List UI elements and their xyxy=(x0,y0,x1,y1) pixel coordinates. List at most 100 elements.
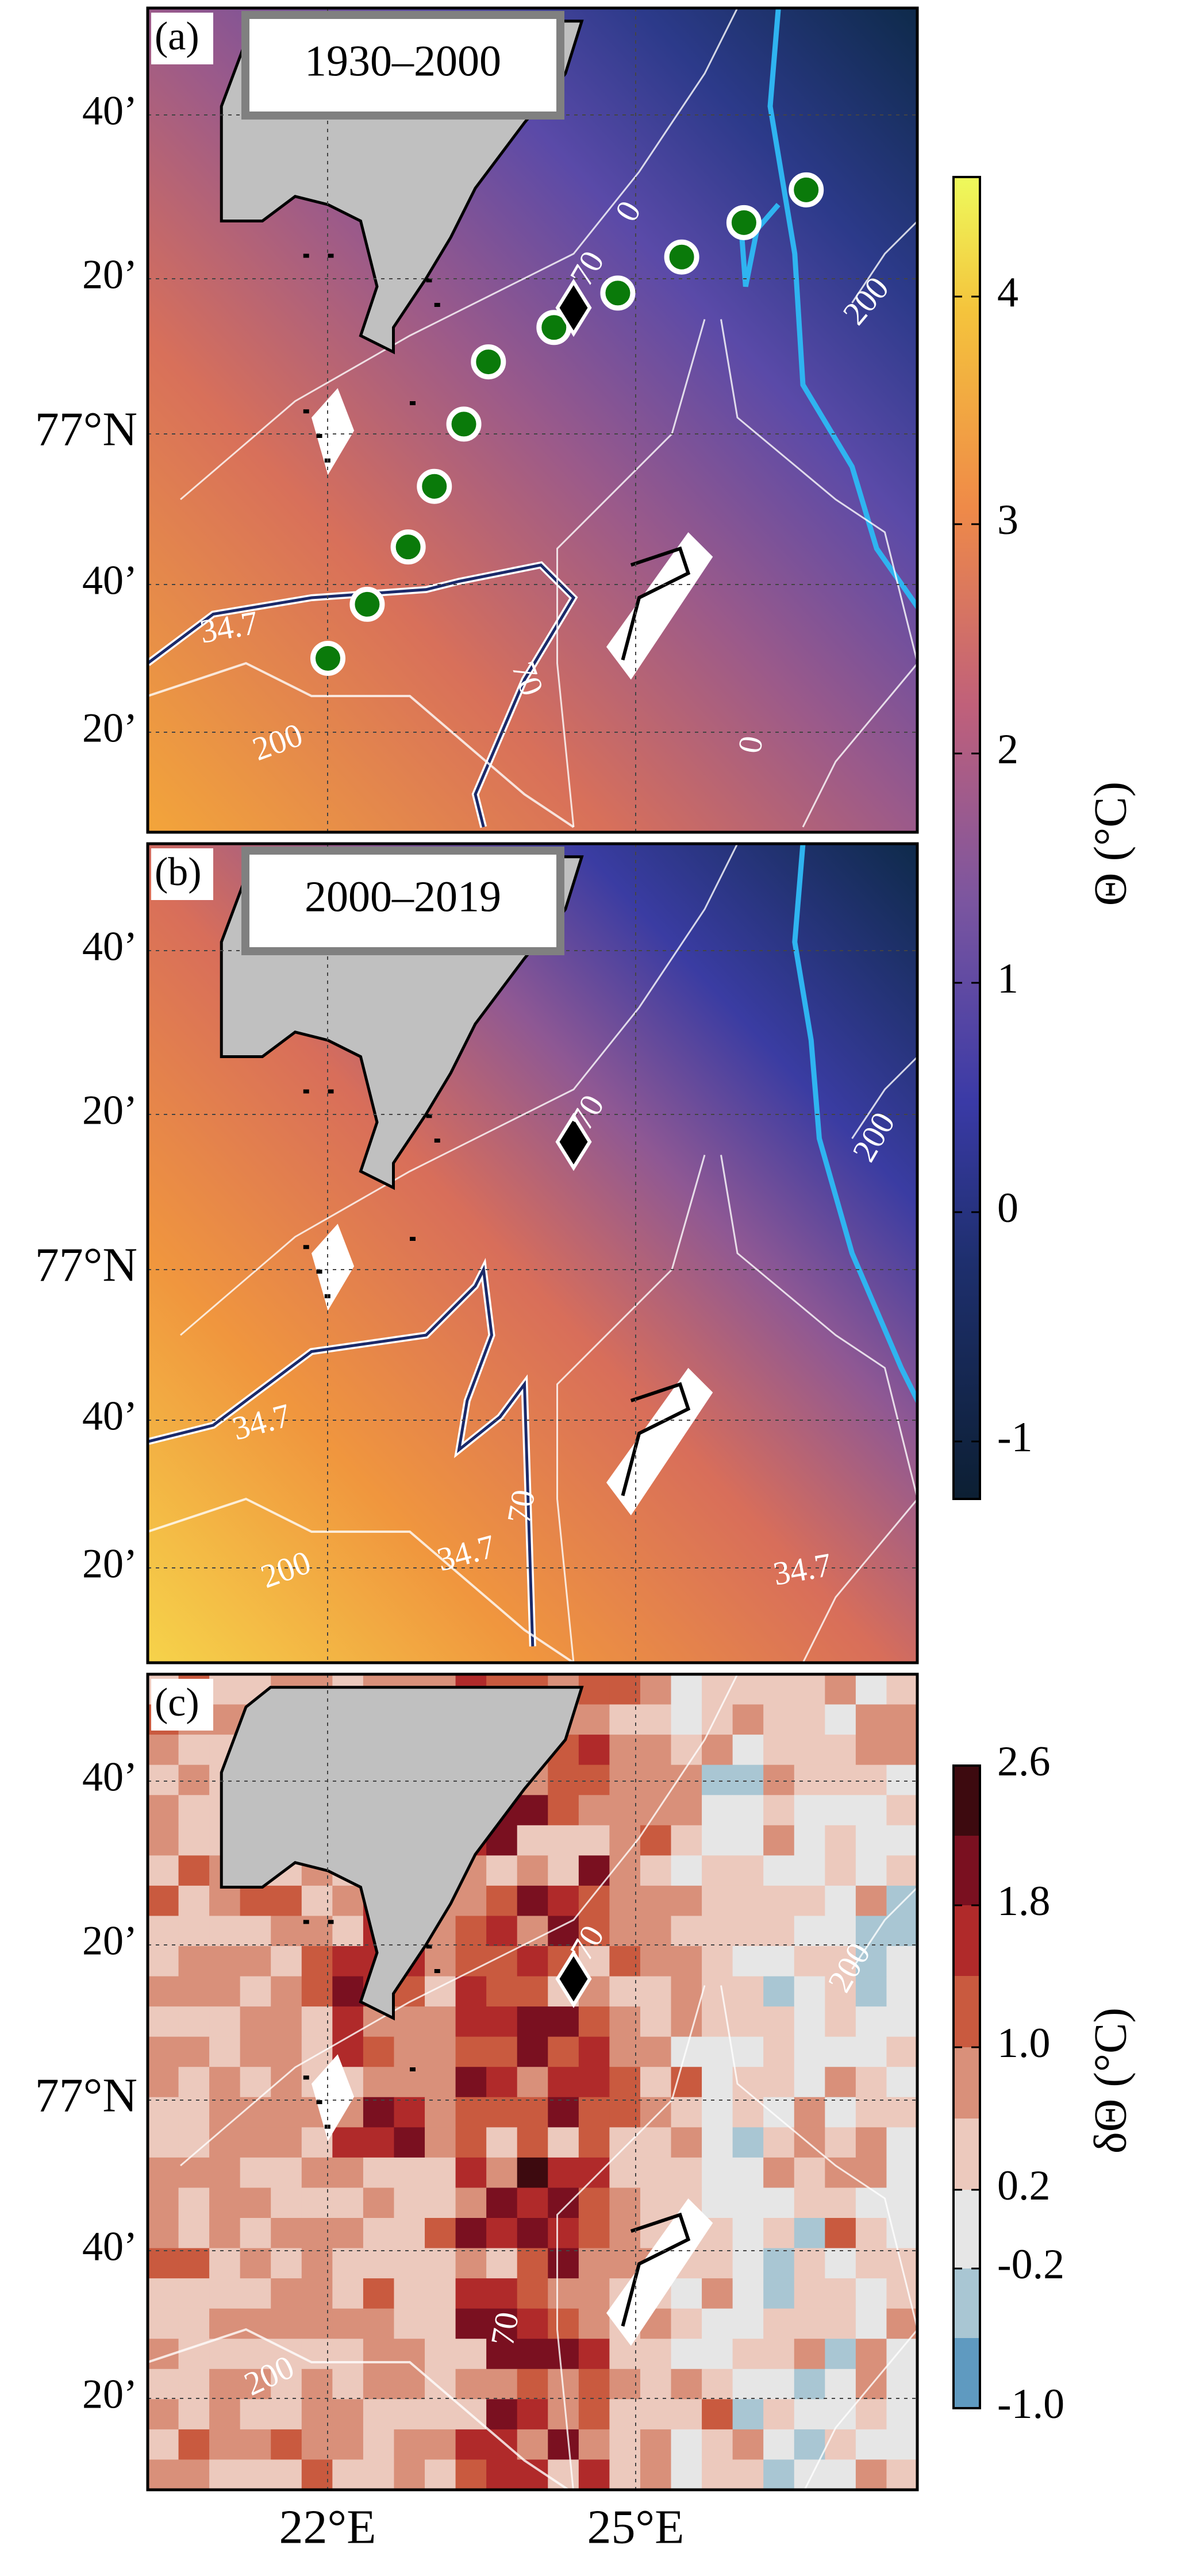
anomaly-cell xyxy=(825,1704,856,1735)
anomaly-cell xyxy=(886,2067,917,2098)
contour-label: 70 xyxy=(499,1487,542,1526)
anomaly-cell xyxy=(671,1704,702,1735)
anomaly-cell xyxy=(455,1885,487,1916)
anomaly-cell xyxy=(332,2278,364,2309)
anomaly-cell xyxy=(825,2036,856,2067)
anomaly-cell xyxy=(148,2308,179,2339)
anomaly-cell xyxy=(517,1885,548,1916)
y-tick-label: 40’ xyxy=(82,924,137,970)
islet xyxy=(434,1969,440,1973)
anomaly-cell xyxy=(148,2278,179,2309)
anomaly-cell xyxy=(886,2006,917,2037)
anomaly-cell xyxy=(702,2308,733,2339)
anomaly-cell xyxy=(640,2097,672,2128)
anomaly-cell xyxy=(271,2006,302,2037)
anomaly-cell xyxy=(209,1916,241,1947)
anomaly-cell xyxy=(548,2097,579,2128)
anomaly-cell xyxy=(640,2459,672,2490)
islet xyxy=(328,253,334,258)
anomaly-cell xyxy=(148,2067,179,2098)
anomaly-cell xyxy=(240,2218,271,2249)
anomaly-cell xyxy=(363,2067,394,2098)
anomaly-cell xyxy=(148,2127,179,2158)
anomaly-cell xyxy=(332,2006,364,2037)
islet xyxy=(303,409,309,414)
anomaly-cell xyxy=(425,2278,456,2309)
colorbar-segment xyxy=(954,2269,980,2338)
anomaly-cell xyxy=(301,2187,333,2219)
anomaly-cell xyxy=(548,1825,579,1856)
anomaly-cell xyxy=(702,1885,733,1916)
anomaly-cell xyxy=(517,2278,548,2309)
anomaly-cell xyxy=(148,1916,179,1947)
anomaly-cell xyxy=(486,2187,518,2219)
anomaly-cell xyxy=(455,2278,487,2309)
y-tick-label: 20’ xyxy=(82,1541,137,1587)
anomaly-cell xyxy=(794,2006,825,2037)
y-tick-label: 77°N xyxy=(35,402,137,456)
anomaly-cell xyxy=(517,2459,548,2490)
islet xyxy=(426,278,432,283)
anomaly-cell xyxy=(702,2097,733,2128)
anomaly-cell xyxy=(271,2157,302,2188)
anomaly-cell xyxy=(455,2429,487,2460)
anomaly-cell xyxy=(271,2036,302,2067)
anomaly-cell xyxy=(702,1764,733,1795)
anomaly-cell xyxy=(240,2187,271,2219)
anomaly-cell xyxy=(671,2399,702,2430)
anomaly-cell xyxy=(455,2036,487,2067)
anomaly-cell xyxy=(671,2429,702,2460)
anomaly-cell xyxy=(794,1704,825,1735)
anomaly-cell xyxy=(240,2127,271,2158)
anomaly-cell xyxy=(732,1916,764,1947)
anomaly-cell xyxy=(763,2339,795,2370)
anomaly-cell xyxy=(271,2308,302,2339)
anomaly-cell xyxy=(548,2187,579,2219)
anomaly-cell xyxy=(363,2187,394,2219)
anomaly-cell xyxy=(855,1764,887,1795)
anomaly-cell xyxy=(671,2157,702,2188)
anomaly-cell xyxy=(855,1885,887,1916)
anomaly-cell xyxy=(271,2248,302,2279)
anomaly-cell xyxy=(209,1674,241,1705)
anomaly-cell xyxy=(578,2127,610,2158)
anomaly-cell xyxy=(455,2369,487,2400)
colorbar-segment xyxy=(954,1836,980,1905)
anomaly-cell xyxy=(486,1916,518,1947)
anomaly-cell xyxy=(640,1674,672,1705)
anomaly-cell xyxy=(548,2339,579,2370)
anomaly-cell xyxy=(886,2127,917,2158)
anomaly-cell xyxy=(671,2036,702,2067)
anomaly-cell xyxy=(640,1885,672,1916)
station xyxy=(726,205,762,240)
y-tick-label: 40’ xyxy=(82,558,137,603)
anomaly-cell xyxy=(763,1795,795,1826)
anomaly-cell xyxy=(763,1704,795,1735)
anomaly-cell xyxy=(486,2127,518,2158)
anomaly-cell xyxy=(825,2067,856,2098)
anomaly-cell xyxy=(886,1674,917,1705)
anomaly-cell xyxy=(886,2278,917,2309)
panel-frame xyxy=(146,1673,919,2492)
anomaly-cell xyxy=(763,2278,795,2309)
anomaly-cell xyxy=(548,2459,579,2490)
depth-contour xyxy=(720,319,917,828)
anomaly-cell xyxy=(209,2127,241,2158)
anomaly-cell xyxy=(148,2248,179,2279)
anomaly-cell xyxy=(455,2308,487,2339)
anomaly-cell xyxy=(178,1855,210,1886)
anomaly-cell xyxy=(640,1735,672,1766)
anomaly-cell xyxy=(240,2036,271,2067)
depth-contour xyxy=(556,319,706,828)
station xyxy=(446,406,482,442)
anomaly-cell xyxy=(794,2097,825,2128)
depth-contour xyxy=(851,1886,917,1970)
period: 2000–2019 xyxy=(305,872,501,921)
anomaly-cell xyxy=(363,2459,394,2490)
anomaly-cell xyxy=(702,1735,733,1766)
anomaly-cell xyxy=(548,2399,579,2430)
anomaly-cell xyxy=(548,2006,579,2037)
anomaly-cell xyxy=(732,2308,764,2339)
anomaly-cell xyxy=(394,2429,425,2460)
